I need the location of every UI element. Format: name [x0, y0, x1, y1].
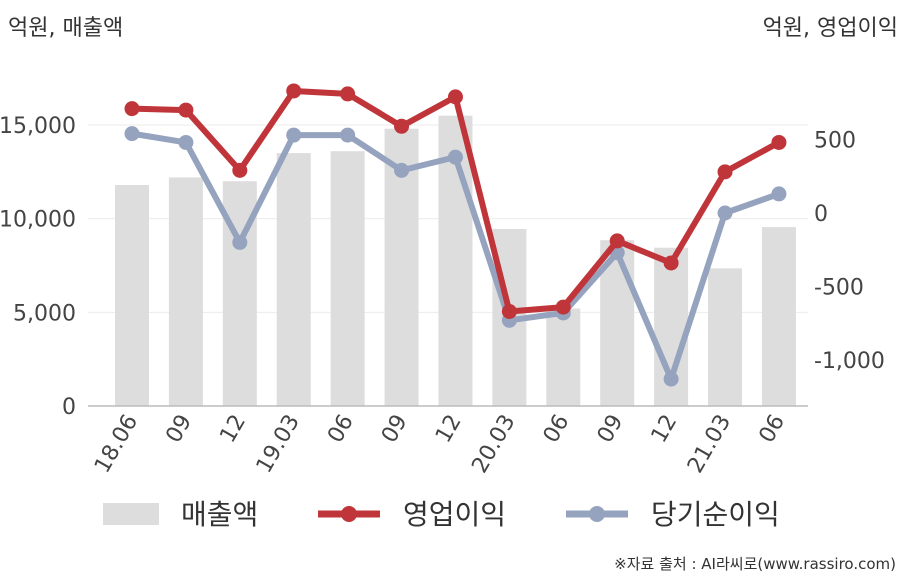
- legend-label-operating: 영업이익: [403, 498, 506, 531]
- point-net: [717, 205, 733, 221]
- profit-lines: [124, 83, 787, 387]
- left-tick-label: 5,000: [13, 301, 76, 326]
- point-operating: [394, 118, 410, 134]
- right-axis-unit: 억원, 영업이익: [762, 16, 898, 41]
- left-tick-label: 10,000: [0, 208, 76, 233]
- legend-swatch-operating-marker: [341, 506, 357, 522]
- bar-revenue: [708, 268, 743, 406]
- point-net: [447, 149, 463, 165]
- point-operating: [771, 134, 787, 150]
- point-net: [394, 162, 410, 178]
- x-tick-label: 21.03: [683, 411, 736, 478]
- bar-revenue: [761, 227, 796, 406]
- bar-revenue: [276, 153, 311, 406]
- point-net: [340, 127, 356, 143]
- point-net: [286, 127, 302, 143]
- point-operating: [501, 303, 517, 319]
- bar-revenue: [115, 184, 149, 406]
- x-tick-label: 06: [323, 411, 359, 448]
- bar-revenue: [330, 151, 365, 406]
- right-tick-label: 500: [814, 129, 856, 154]
- point-operating: [124, 101, 140, 117]
- x-tick-label: 06: [539, 411, 575, 448]
- x-tick-label: 12: [647, 411, 683, 448]
- legend-label-revenue: 매출액: [181, 498, 258, 531]
- point-operating: [555, 299, 571, 315]
- point-net: [232, 234, 248, 250]
- point-net: [124, 126, 140, 142]
- point-operating: [232, 162, 248, 178]
- right-tick-label: 0: [814, 202, 828, 227]
- left-tick-label: 15,000: [0, 114, 76, 139]
- legend-label-net: 당기순이익: [651, 498, 780, 531]
- point-operating: [663, 255, 679, 271]
- left-tick-label: 0: [62, 395, 76, 420]
- x-tick-label: 09: [161, 411, 197, 448]
- point-operating: [286, 83, 302, 99]
- legend: 매출액 영업이익 당기순이익: [103, 498, 780, 531]
- right-tick-label: -500: [814, 276, 864, 301]
- x-tick-label: 09: [593, 411, 629, 448]
- point-operating: [717, 164, 733, 180]
- source-note: ※자료 출처 : AI라씨로(www.rassiro.com): [614, 555, 896, 573]
- point-operating: [178, 102, 194, 118]
- point-net: [178, 134, 194, 150]
- x-tick-label: 18.06: [90, 411, 143, 478]
- x-tick-label: 12: [215, 411, 251, 448]
- x-tick-label: 06: [754, 411, 790, 448]
- bar-revenue: [546, 308, 581, 406]
- left-axis-unit: 억원, 매출액: [8, 16, 124, 41]
- legend-swatch-revenue: [103, 503, 159, 525]
- x-tick-label: 12: [431, 411, 467, 448]
- point-net: [663, 371, 679, 387]
- point-net: [771, 186, 787, 202]
- revenue-bars: [115, 115, 796, 406]
- point-operating: [340, 86, 356, 102]
- legend-swatch-net-marker: [589, 506, 605, 522]
- x-tick-label: 20.03: [467, 411, 520, 478]
- bar-revenue: [168, 177, 203, 406]
- point-operating: [447, 89, 463, 105]
- right-tick-label: -1,000: [814, 349, 885, 374]
- x-tick-label: 09: [377, 411, 413, 448]
- x-tick-label: 19.03: [252, 411, 305, 478]
- point-operating: [609, 233, 625, 249]
